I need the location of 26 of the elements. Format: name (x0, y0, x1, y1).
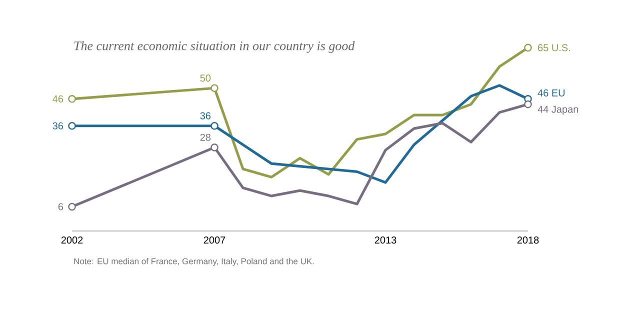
text: U.S. (552, 44, 570, 52)
data-label: 28 (200, 134, 211, 141)
point (210, 144, 218, 152)
data-label: 46 (52, 95, 64, 102)
point (68, 202, 76, 211)
point (68, 122, 76, 130)
point (524, 44, 532, 52)
text: EU (552, 89, 565, 96)
x-tick-label: 2013 (374, 236, 396, 244)
data-label: 36 (52, 122, 64, 130)
x-tick-label: 2018 (517, 236, 539, 244)
text: Note: EU median of France, Germany, Italy, Poland and the UK. (74, 258, 314, 266)
data-label: 50 (200, 74, 211, 82)
data-label: 65 (538, 44, 548, 52)
data-label: 46 (538, 89, 548, 96)
data-label: 36 (200, 112, 211, 120)
x-tick-label: 2007 (204, 236, 226, 244)
data-label: 44 (538, 106, 548, 113)
point (210, 84, 218, 92)
x-tick-label: 2002 (61, 236, 83, 244)
point (68, 95, 76, 103)
point (524, 100, 532, 108)
text: Japan (552, 106, 578, 115)
point (210, 122, 218, 130)
data-label: 6 (58, 203, 64, 210)
chart-title: The current economic situation in our country is good (74, 41, 355, 53)
